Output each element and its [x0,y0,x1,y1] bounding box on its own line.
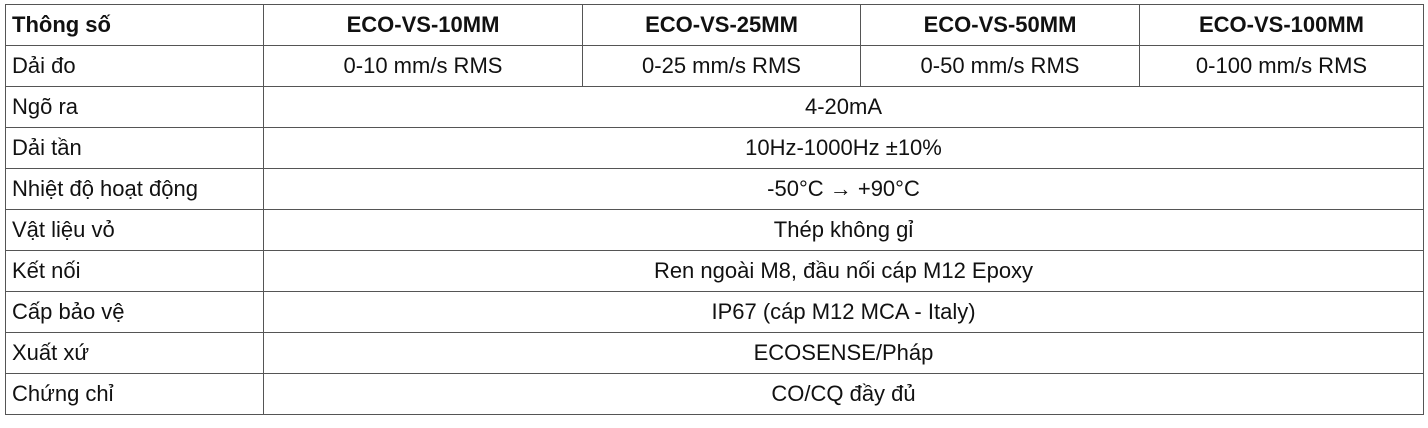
row-label: Dải tần [5,127,264,169]
table-body: Dải đo 0-10 mm/s RMS 0-25 mm/s RMS 0-50 mm/… [5,45,1424,415]
spec-table: Thông số ECO-VS-10MM ECO-VS-25MM ECO-VS-50M… [5,4,1424,415]
header-cell: Thông số [5,4,264,46]
row-label: Chứng chỉ [5,373,264,415]
cell: 0-100 mm/s RMS [1139,45,1424,87]
table-row: Cấp bảo vệ IP67 (cáp M12 MCA - Italy) [5,291,1424,333]
table-row: Nhiệt độ hoạt động -50°C → +90°C [5,168,1424,210]
table-row: Ngõ ra 4-20mA [5,86,1424,128]
cell: Ren ngoài M8, đầu nối cáp M12 Epoxy [263,250,1424,292]
table-row: Xuất xứ ECOSENSE/Pháp [5,332,1424,374]
row-label: Xuất xứ [5,332,264,374]
row-label: Kết nối [5,250,264,292]
row-label: Cấp bảo vệ [5,291,264,333]
cell: 0-25 mm/s RMS [582,45,861,87]
cell: CO/CQ đầy đủ [263,373,1424,415]
cell: IP67 (cáp M12 MCA - Italy) [263,291,1424,333]
cell: Thép không gỉ [263,209,1424,251]
cell: 4-20mA [263,86,1424,128]
cell: ECOSENSE/Pháp [263,332,1424,374]
table-row: Kết nối Ren ngoài M8, đầu nối cáp M12 Epo… [5,250,1424,292]
table-row: Dải tần 10Hz-1000Hz ±10% [5,127,1424,169]
cell: 0-10 mm/s RMS [263,45,583,87]
row-label: Vật liệu vỏ [5,209,264,251]
cell: 0-50 mm/s RMS [860,45,1140,87]
cell: -50°C → +90°C [263,168,1424,210]
row-label: Ngõ ra [5,86,264,128]
row-label: Dải đo [5,45,264,87]
cell: 10Hz-1000Hz ±10% [263,127,1424,169]
table-row: Chứng chỉ CO/CQ đầy đủ [5,373,1424,415]
header-cell: ECO-VS-50MM [860,4,1140,46]
header-cell: ECO-VS-100MM [1139,4,1424,46]
table-row: Vật liệu vỏ Thép không gỉ [5,209,1424,251]
header-cell: ECO-VS-25MM [582,4,861,46]
table-row: Dải đo 0-10 mm/s RMS 0-25 mm/s RMS 0-50 mm/… [5,45,1424,87]
row-label: Nhiệt độ hoạt động [5,168,264,210]
header-row: Thông số ECO-VS-10MM ECO-VS-25MM ECO-VS-50M… [5,4,1424,46]
header-cell: ECO-VS-10MM [263,4,583,46]
